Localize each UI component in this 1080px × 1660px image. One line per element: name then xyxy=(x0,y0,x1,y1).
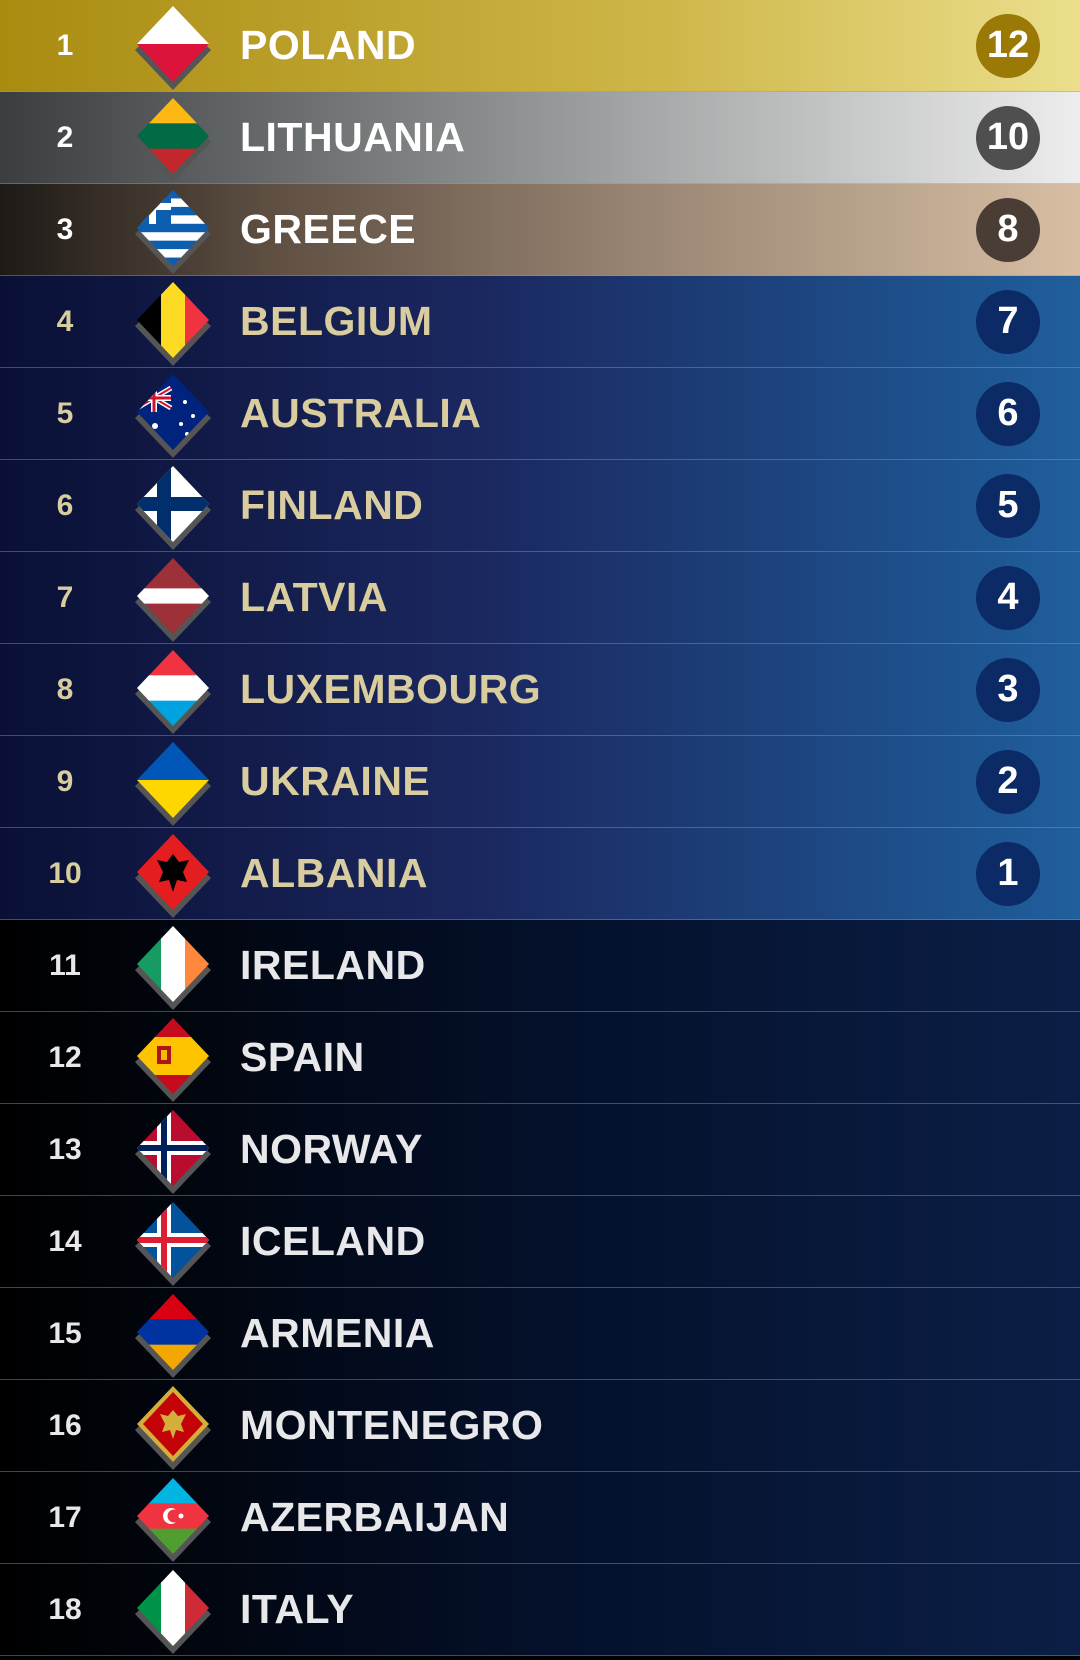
country-name: ITALY xyxy=(240,1586,355,1632)
rank: 10 xyxy=(48,856,82,890)
country-name: POLAND xyxy=(240,22,417,68)
flag-armenia-icon xyxy=(133,1292,213,1378)
points-badge: 7 xyxy=(976,289,1040,354)
rank: 1 xyxy=(56,28,74,62)
flag-latvia-icon xyxy=(133,556,213,642)
points-badge: 2 xyxy=(976,749,1040,814)
rank: 14 xyxy=(48,1224,82,1258)
table-row: 9 UKRAINE 2 xyxy=(0,736,1080,828)
points-badge: 1 xyxy=(976,841,1040,906)
rank: 8 xyxy=(56,672,74,706)
points-badge: 6 xyxy=(976,381,1040,446)
country-name: ALBANIA xyxy=(240,850,428,896)
flag-albania-icon xyxy=(133,832,213,918)
flag-italy-icon xyxy=(133,1568,213,1654)
rank: 16 xyxy=(48,1408,82,1442)
table-row: 1 POLAND 12 xyxy=(0,0,1080,92)
flag-azerbaijan-icon xyxy=(133,1476,213,1562)
flag-greece-icon xyxy=(133,188,213,274)
points-badge: 5 xyxy=(976,473,1040,538)
table-row: 3 GREECE 8 xyxy=(0,184,1080,276)
points-badge: 8 xyxy=(976,197,1040,262)
country-name: GREECE xyxy=(240,206,417,252)
table-row: 8 LUXEMBOURG 3 xyxy=(0,644,1080,736)
flag-poland-icon xyxy=(133,4,213,90)
points-badge: 10 xyxy=(976,105,1040,170)
table-row: 18 ITALY xyxy=(0,1564,1080,1656)
rank: 18 xyxy=(48,1592,82,1626)
table-row: 16 MONTENEGRO xyxy=(0,1380,1080,1472)
flag-norway-icon xyxy=(133,1108,213,1194)
table-row: 7 LATVIA 4 xyxy=(0,552,1080,644)
flag-montenegro-icon xyxy=(133,1384,213,1470)
table-row: 5 AUSTRALIA 6 xyxy=(0,368,1080,460)
flag-ukraine-icon xyxy=(133,740,213,826)
flag-iceland-icon xyxy=(133,1200,213,1286)
flag-lithuania-icon xyxy=(133,96,213,182)
table-row: 10 ALBANIA 1 xyxy=(0,828,1080,920)
country-name: AUSTRALIA xyxy=(240,390,482,436)
table-row: 2 LITHUANIA 10 xyxy=(0,92,1080,184)
table-row: 11 IRELAND xyxy=(0,920,1080,1012)
country-name: LITHUANIA xyxy=(240,114,466,160)
table-row: 17 AZERBAIJAN xyxy=(0,1472,1080,1564)
flag-luxembourg-icon xyxy=(133,648,213,734)
country-name: SPAIN xyxy=(240,1034,365,1080)
rank: 12 xyxy=(48,1040,82,1074)
rank: 13 xyxy=(48,1132,82,1166)
rank: 3 xyxy=(56,212,74,246)
flag-finland-icon xyxy=(133,464,213,550)
table-row: 15 ARMENIA xyxy=(0,1288,1080,1380)
rank: 5 xyxy=(56,396,74,430)
table-row: 6 FINLAND 5 xyxy=(0,460,1080,552)
points-badge: 12 xyxy=(976,13,1040,78)
country-name: AZERBAIJAN xyxy=(240,1494,510,1540)
rank: 2 xyxy=(56,120,74,154)
country-name: LATVIA xyxy=(240,574,389,620)
flag-ireland-icon xyxy=(133,924,213,1010)
flag-australia-icon xyxy=(133,372,213,458)
country-name: LUXEMBOURG xyxy=(240,666,542,712)
flag-belgium-icon xyxy=(133,280,213,366)
table-row: 13 NORWAY xyxy=(0,1104,1080,1196)
country-name: FINLAND xyxy=(240,482,424,528)
table-row: 4 BELGIUM 7 xyxy=(0,276,1080,368)
points-badge: 3 xyxy=(976,657,1040,722)
country-name: UKRAINE xyxy=(240,758,431,804)
country-name: ARMENIA xyxy=(240,1310,435,1356)
country-name: MONTENEGRO xyxy=(240,1402,544,1448)
table-row: 14 ICELAND xyxy=(0,1196,1080,1288)
points-badge: 4 xyxy=(976,565,1040,630)
rank: 7 xyxy=(56,580,74,614)
rank: 15 xyxy=(48,1316,82,1350)
country-name: BELGIUM xyxy=(240,298,433,344)
country-name: ICELAND xyxy=(240,1218,426,1264)
flag-spain-icon xyxy=(133,1016,213,1102)
rank: 17 xyxy=(48,1500,82,1534)
table-row: 12 SPAIN xyxy=(0,1012,1080,1104)
rank: 4 xyxy=(56,304,74,338)
rank: 6 xyxy=(56,488,74,522)
rank: 9 xyxy=(56,764,74,798)
rank: 11 xyxy=(49,948,81,982)
country-name: NORWAY xyxy=(240,1126,423,1172)
country-name: IRELAND xyxy=(240,942,426,988)
